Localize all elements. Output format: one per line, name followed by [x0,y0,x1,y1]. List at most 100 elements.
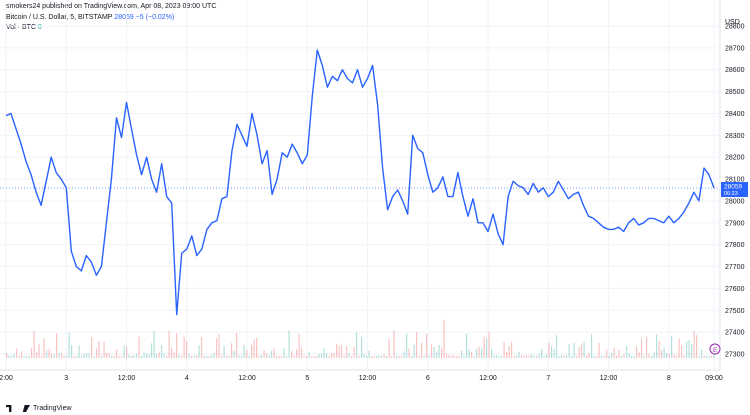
volume-bar [243,345,245,358]
x-tick-label: 12:00 [479,375,497,382]
x-tick-label: 6 [426,375,430,382]
x-tick-label: 12:00 [118,375,136,382]
volume-bar [361,336,363,358]
volume-bar [178,354,180,358]
volume-bar [266,353,268,358]
volume-bars [6,319,715,358]
volume-bar [56,333,58,358]
volume-bar [458,355,460,358]
y-axis: 27300 27400 27500 27600 27700 27800 27900 28000… [725,24,745,359]
volume-bar [391,355,393,358]
volume-bar [366,355,368,358]
volume-bar [41,355,43,358]
volume-bar [621,355,623,358]
volume-bar [571,355,573,358]
volume-bar [193,355,195,358]
volume-bar [228,355,230,358]
volume-bar [46,350,48,358]
volume-bar [378,355,380,358]
volume-bar [21,351,23,358]
volume-bar [166,355,168,358]
last-price-tag-time: 06:23 [724,191,738,197]
volume-bar [201,337,203,358]
volume-bar [423,355,425,358]
volume-bar [308,352,310,358]
event-icon[interactable] [709,343,721,355]
tradingview-footer[interactable]: TradingView [6,405,72,412]
volume-bar [381,355,383,358]
volume-bar [566,355,568,358]
volume-bar [343,355,345,358]
y-tick-label: 28300 [725,133,745,140]
volume-bar [276,356,278,358]
volume-bar [631,355,633,358]
volume-bar [356,332,358,358]
volume-bar [18,355,20,358]
volume-bar [521,354,523,358]
volume-bar [553,349,555,358]
y-tick-label: 27900 [725,220,745,227]
volume-bar [666,352,668,358]
volume-bar [636,346,638,358]
volume-bar [643,355,645,358]
volume-label: Vol · BTC [6,24,36,31]
volume-bar [451,355,453,358]
symbol-title: Bitcoin / U.S. Dollar, 5, BITSTAMP [6,14,113,21]
volume-bar [196,355,198,358]
volume-bar [596,355,598,358]
volume-bar [88,353,90,358]
volume-bar [336,343,338,358]
volume-bar [311,355,313,358]
volume-bar [486,338,488,358]
volume-bar [676,355,678,358]
volume-bar [608,355,610,358]
volume-bar [123,345,125,358]
volume-bar [233,350,235,358]
volume-bar [363,354,365,358]
volume-bar [143,352,145,358]
volume-bar [646,336,648,358]
y-tick-label: 28100 [725,177,745,184]
volume-bar [53,354,55,358]
volume-bar [151,343,153,358]
volume-bar [383,354,385,358]
x-tick-label: 5 [305,375,309,382]
volume-bar [231,343,233,358]
volume-bar [188,354,190,358]
volume-bar [206,355,208,358]
currency-label: USD [725,19,740,26]
volume-bar [241,355,243,358]
volume-bar [86,353,88,358]
volume-bar [448,354,450,358]
volume-bar [526,355,528,358]
volume-bar [523,355,525,358]
volume-bar [576,355,578,358]
volume-bar [341,344,343,358]
volume-bar [513,355,515,358]
volume-bar [531,354,533,358]
volume-bar [416,332,418,358]
volume-bar [293,355,295,358]
volume-bar [261,354,263,358]
volume-bar [236,332,238,358]
volume-bar [326,353,328,358]
volume-bar [83,353,85,358]
volume-bar [406,333,408,358]
y-tick-label: 28800 [725,24,745,31]
volume-bar [481,348,483,358]
volume-bar [138,336,140,358]
volume-bar [76,355,78,358]
volume-bar [633,355,635,358]
volume-bar [351,355,353,358]
volume-bar [288,330,290,358]
volume-bar [98,341,100,358]
volume-bar [648,354,650,358]
volume-bar [533,355,535,358]
volume-bar [48,348,50,358]
volume-bar [703,355,705,358]
volume-bar [33,331,35,358]
volume-bar [251,344,253,358]
volume-bar [81,356,83,358]
volume-bar [131,355,133,358]
